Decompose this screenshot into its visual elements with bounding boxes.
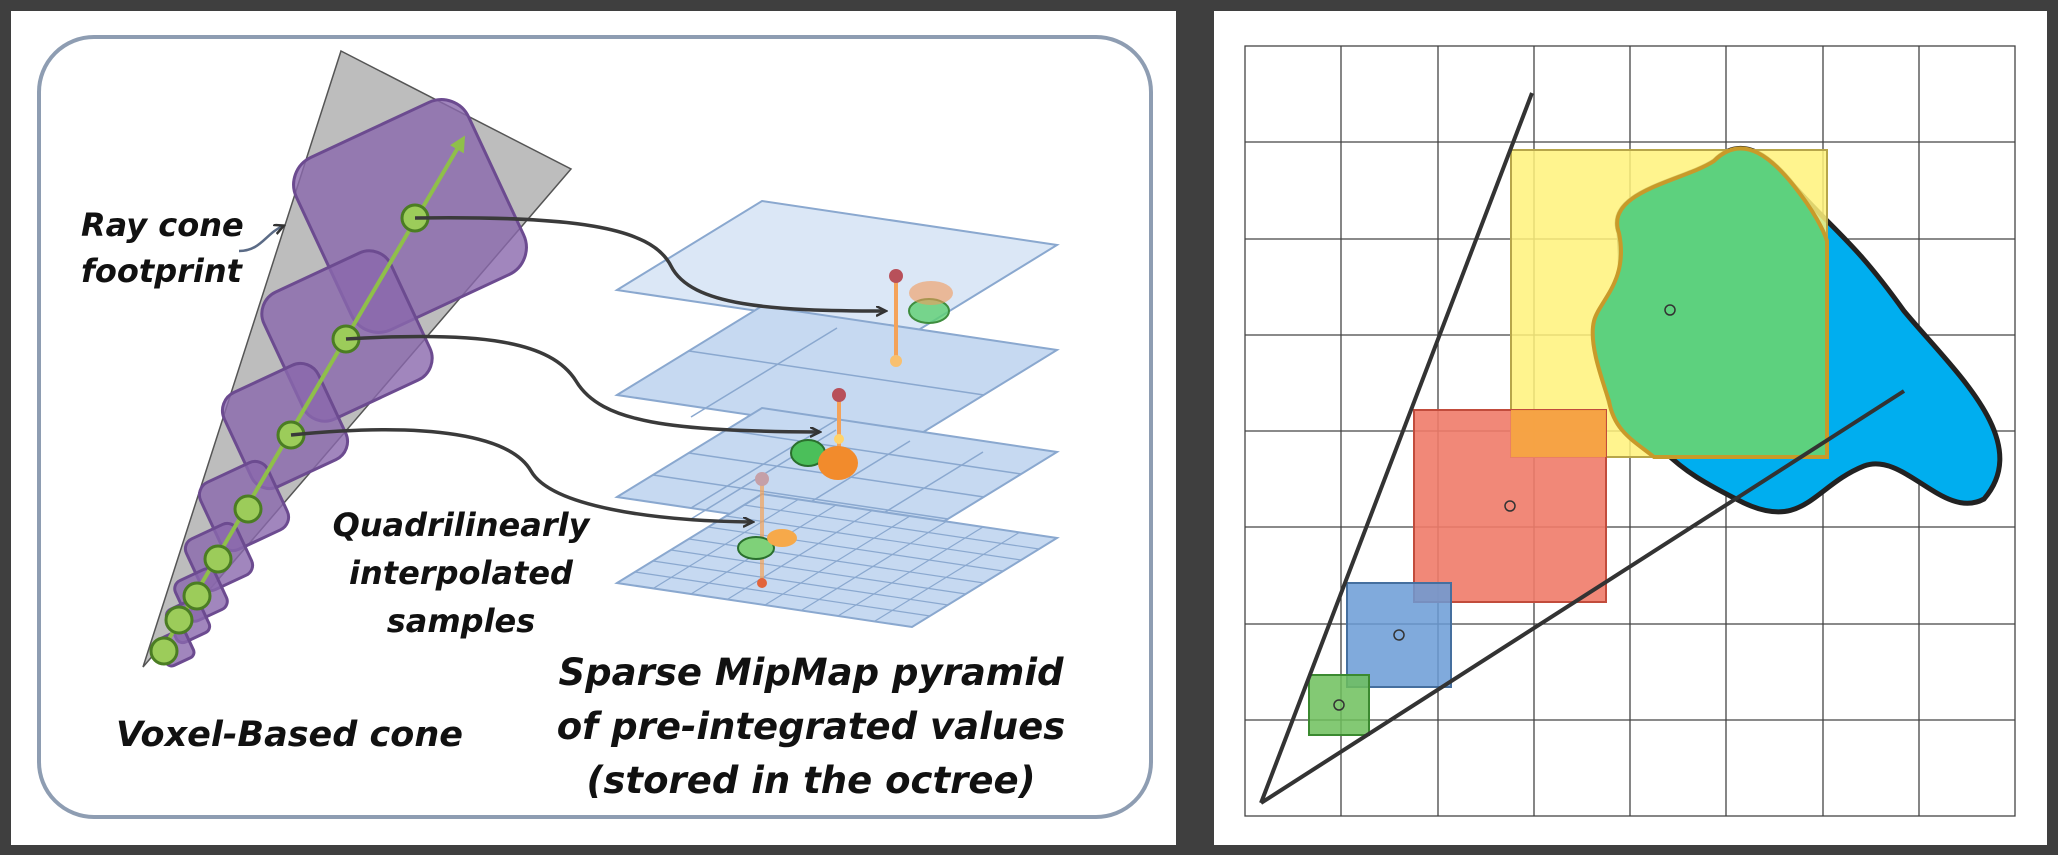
arrow-sample-to-coarse	[414, 216, 885, 311]
cone-edge-upper	[1259, 92, 1534, 804]
grid-footprint-diagram	[1244, 45, 2016, 817]
label-ray-cone: Ray cone	[81, 206, 244, 244]
small-green-square	[1308, 674, 1370, 736]
mipmap-grid-2	[688, 327, 985, 418]
label-voxel-based-cone: Voxel-Based cone	[116, 715, 463, 755]
center-marker	[1333, 699, 1345, 711]
interpolation-glyph-bottom	[737, 472, 797, 588]
blue-square	[1346, 582, 1452, 688]
sample-point	[182, 581, 212, 611]
sample-point	[164, 605, 194, 635]
label-quadrilinearly: Quadrilinearly	[333, 506, 591, 544]
overlap-region	[1511, 410, 1606, 457]
cone-edge-lower	[1259, 389, 1906, 805]
center-marker	[1393, 629, 1405, 641]
sample-centers	[1333, 304, 1676, 711]
label-sparse-mipmap: Sparse MipMap pyramid	[558, 651, 1064, 694]
label-pre-integrated: of pre-integrated values	[557, 705, 1065, 748]
cone-edges	[1259, 92, 1906, 805]
sample-point	[233, 494, 263, 524]
arrow-sample-to-fine	[290, 428, 752, 522]
sample-to-level-arrows	[290, 216, 885, 522]
label-stored-octree: (stored in the octree)	[586, 759, 1035, 802]
ray-cone-pointer	[238, 226, 283, 253]
grid-footprint-panel	[1214, 11, 2047, 845]
center-marker	[1664, 304, 1676, 316]
center-marker	[1504, 500, 1516, 512]
interpolation-glyph-middle	[790, 388, 858, 480]
sample-point	[203, 544, 233, 574]
label-footprint: footprint	[81, 252, 244, 290]
sample-point	[149, 636, 179, 666]
arrow-sample-to-mid	[345, 334, 819, 432]
interpolation-glyph-top	[889, 269, 953, 367]
label-samples: samples	[387, 602, 536, 640]
label-interpolated: interpolated	[349, 554, 574, 592]
mipmap-grid-0	[634, 498, 1040, 622]
voxel-cone-diagram: Ray cone footprint Quadrilinearly interp…	[37, 35, 1153, 819]
green-blob	[1590, 146, 1829, 459]
diagram-frame	[37, 35, 1153, 819]
voxel-cone-panel: Ray cone footprint Quadrilinearly interp…	[11, 11, 1176, 845]
